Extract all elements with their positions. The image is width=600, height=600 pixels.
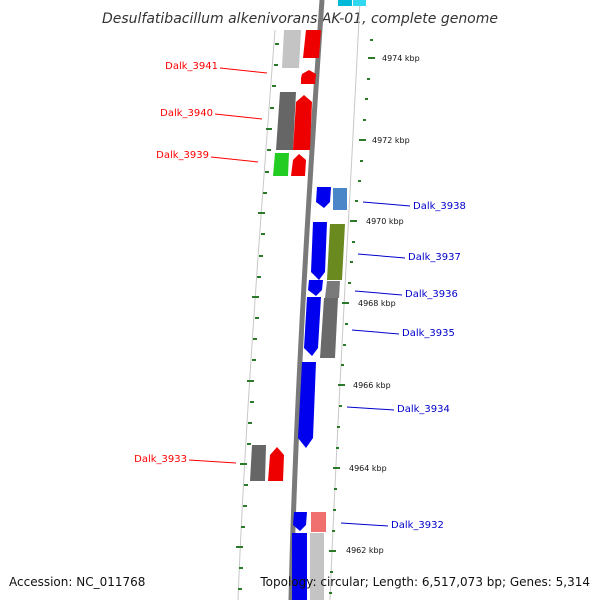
gene-label-dalk-3932[interactable]: Dalk_3932 bbox=[391, 520, 444, 531]
scale-label: 4972 kbp bbox=[372, 136, 410, 145]
label-leaders bbox=[188, 67, 411, 527]
gene-feature-dalk-3937[interactable] bbox=[311, 222, 345, 280]
gene-feature-dalk-3936[interactable] bbox=[308, 280, 340, 298]
gene-label-dalk-3938[interactable]: Dalk_3938 bbox=[413, 201, 466, 212]
track-outline-left bbox=[237, 29, 276, 600]
gene-label-dalk-3935[interactable]: Dalk_3935 bbox=[402, 328, 455, 339]
gene-feature-dalk-3933[interactable] bbox=[250, 445, 284, 481]
gene-feature-dalk-3941[interactable] bbox=[282, 30, 321, 84]
genome-title: Desulfatibacillum alkenivorans AK-01, co… bbox=[102, 11, 498, 27]
gene-label-dalk-3939[interactable]: Dalk_3939 bbox=[156, 150, 209, 161]
scale-label: 4974 kbp bbox=[382, 54, 420, 63]
topology-text: Topology: circular; Length: 6,517,073 bp… bbox=[259, 575, 590, 589]
gene-label-dalk-3934[interactable]: Dalk_3934 bbox=[397, 404, 450, 415]
gene-feature-dalk-3938[interactable] bbox=[316, 187, 347, 210]
accession-text: Accession: NC_011768 bbox=[9, 575, 145, 589]
gene-label-dalk-3937[interactable]: Dalk_3937 bbox=[408, 252, 461, 263]
gene-label-dalk-3936[interactable]: Dalk_3936 bbox=[405, 289, 458, 300]
track-outline-right bbox=[329, 0, 361, 600]
gene-feature-top-partial[interactable] bbox=[338, 0, 366, 6]
scale-label: 4964 kbp bbox=[349, 464, 387, 473]
gene-feature-dalk-3934[interactable] bbox=[298, 362, 316, 448]
gene-label-dalk-3941[interactable]: Dalk_3941 bbox=[165, 61, 218, 72]
scale-label: 4968 kbp bbox=[358, 299, 396, 308]
gene-feature-dalk-3940[interactable] bbox=[276, 92, 312, 150]
gene-label-dalk-3933[interactable]: Dalk_3933 bbox=[134, 454, 187, 465]
gene-feature-dalk-3935[interactable] bbox=[304, 297, 338, 358]
genome-backbone bbox=[288, 0, 325, 600]
gene-feature-dalk-3939[interactable] bbox=[273, 153, 306, 176]
right-tick-marks bbox=[329, 39, 375, 594]
scale-label: 4970 kbp bbox=[366, 217, 404, 226]
scale-label: 4962 kbp bbox=[346, 546, 384, 555]
scale-label: 4966 kbp bbox=[353, 381, 391, 390]
gene-feature-dalk-3932[interactable] bbox=[293, 512, 326, 532]
gene-feature-bottom-partial[interactable] bbox=[292, 533, 324, 600]
gene-label-dalk-3940[interactable]: Dalk_3940 bbox=[160, 108, 213, 119]
left-tick-marks bbox=[236, 43, 279, 590]
